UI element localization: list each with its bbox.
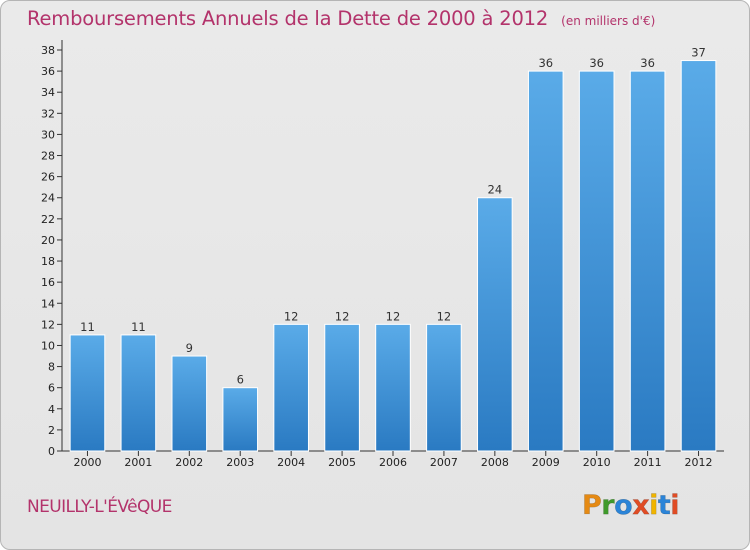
x-tick-label: 2004 xyxy=(277,456,305,469)
bar-value-label: 12 xyxy=(437,309,452,323)
y-tick-label: 4 xyxy=(48,403,55,416)
y-tick-label: 18 xyxy=(41,255,55,268)
y-tick-label: 8 xyxy=(48,361,55,374)
bar-value-label: 24 xyxy=(488,183,503,197)
y-tick-label: 16 xyxy=(41,276,55,289)
y-tick-label: 0 xyxy=(48,445,55,458)
x-tick-label: 2010 xyxy=(583,456,611,469)
bar-2007 xyxy=(426,323,462,452)
y-tick-label: 2 xyxy=(48,424,55,437)
logo-letter: i xyxy=(670,490,680,522)
bar-value-label: 9 xyxy=(186,341,193,355)
bar-value-label: 36 xyxy=(640,56,655,70)
logo-letter: P xyxy=(582,490,602,522)
bar-series: 11 11 9 6 12 12 12 12 24 36 36 36 37 xyxy=(69,46,717,452)
bar-2011 xyxy=(629,70,666,452)
bar-2002 xyxy=(171,355,208,452)
y-tick-label: 36 xyxy=(41,65,55,78)
x-tick-label: 2005 xyxy=(328,456,356,469)
x-tick-label: 2007 xyxy=(430,456,458,469)
bar-2009 xyxy=(527,70,564,452)
x-tick-label: 2003 xyxy=(226,456,254,469)
bar-value-label: 36 xyxy=(589,56,604,70)
bar-value-label: 6 xyxy=(237,373,244,387)
y-tick-label: 20 xyxy=(41,234,55,247)
x-tick-label: 2000 xyxy=(73,456,101,469)
bar-2006 xyxy=(375,323,411,452)
bar-value-label: 36 xyxy=(538,56,553,70)
y-tick-label: 24 xyxy=(41,192,55,205)
bar-2004 xyxy=(273,323,309,452)
y-tick-label: 6 xyxy=(48,382,55,395)
chart-title: Remboursements Annuels de la Dette de 20… xyxy=(27,7,549,30)
bar-value-label: 11 xyxy=(80,320,95,334)
x-tick-label: 2008 xyxy=(481,456,509,469)
bar-value-label: 12 xyxy=(386,309,401,323)
logo-letter: x xyxy=(632,490,650,522)
bar-value-label: 11 xyxy=(131,320,146,334)
x-tick-label: 2006 xyxy=(379,456,407,469)
x-axis-labels: 2000 2001 2002 2003 2004 2005 2006 2007 2008 2009… xyxy=(73,451,713,469)
logo-letter: o xyxy=(614,490,633,522)
commune-name: NEUILLY-L'ÉVêQUE xyxy=(27,497,172,517)
x-tick-label: 2011 xyxy=(634,456,662,469)
y-tick-label: 32 xyxy=(41,107,55,120)
y-tick-label: 34 xyxy=(41,86,55,99)
chart-subtitle: (en milliers d'€) xyxy=(561,14,656,28)
bar-value-label: 12 xyxy=(335,309,350,323)
y-tick-label: 14 xyxy=(41,297,55,310)
bar-2012 xyxy=(680,60,717,452)
bar-value-label: 12 xyxy=(284,309,299,323)
x-tick-label: 2002 xyxy=(175,456,203,469)
x-tick-label: 2009 xyxy=(532,456,560,469)
y-tick-label: 10 xyxy=(41,339,55,352)
bar-2000 xyxy=(69,334,106,452)
y-tick-label: 30 xyxy=(41,128,55,141)
bar-2003 xyxy=(222,387,259,452)
logo-letter: i xyxy=(649,490,659,522)
bar-value-label: 37 xyxy=(691,46,706,60)
chart-title-block: Remboursements Annuels de la Dette de 20… xyxy=(27,7,655,30)
bar-2005 xyxy=(324,323,360,452)
proxiti-logo: Proxiti xyxy=(582,490,680,522)
y-tick-label: 22 xyxy=(41,213,55,226)
logo-letter: t xyxy=(657,490,671,522)
bar-2010 xyxy=(578,70,615,452)
x-tick-label: 2001 xyxy=(124,456,152,469)
y-tick-label: 28 xyxy=(41,150,55,163)
x-tick-label: 2012 xyxy=(685,456,713,469)
y-tick-label: 12 xyxy=(41,318,55,331)
y-tick-label: 38 xyxy=(41,44,55,57)
bar-2008 xyxy=(477,197,513,452)
y-tick-label: 26 xyxy=(41,171,55,184)
bar-2001 xyxy=(120,334,157,452)
logo-letter: r xyxy=(601,490,615,522)
